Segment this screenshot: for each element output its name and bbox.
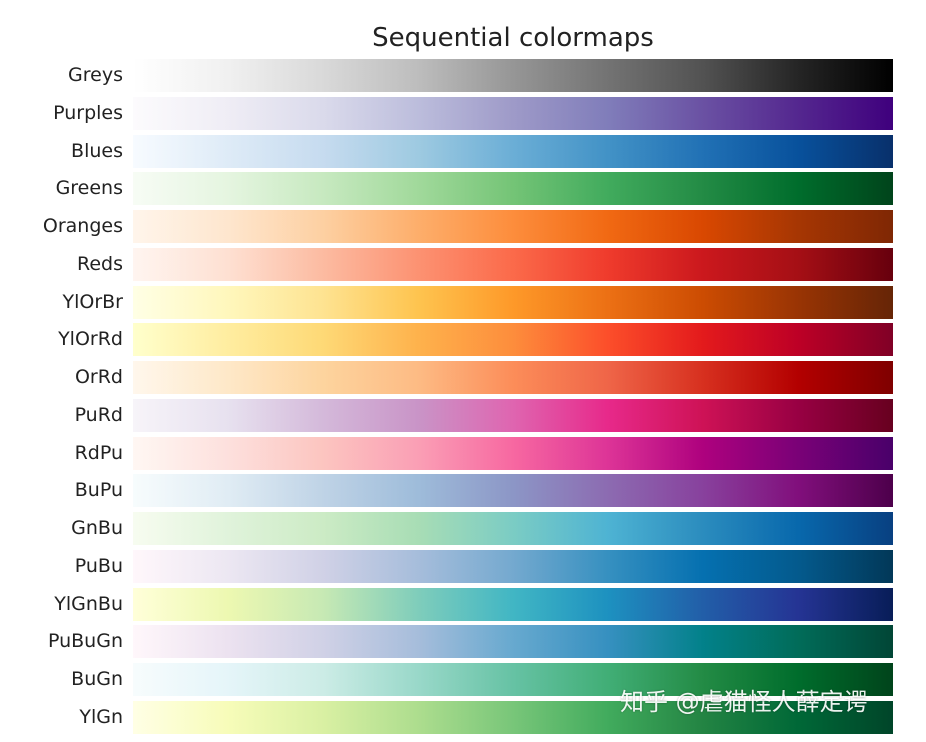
colormap-label: Greens [55, 177, 123, 200]
colormap-gradient-bar [133, 663, 893, 696]
colormap-row: PuBu [0, 549, 926, 583]
colormap-gradient-bar [133, 398, 893, 432]
colormap-label: YlOrBr [62, 290, 124, 313]
colormap-row: Reds [0, 247, 926, 281]
colormap-gradient-bar [133, 700, 893, 734]
colormap-row: YlGn [0, 700, 926, 734]
colormap-label: Reds [77, 252, 123, 275]
watermark: 知乎 @虐猫怪人薛定谔 [620, 688, 868, 716]
colormap-label: PuRd [74, 403, 123, 426]
colormap-gradient-bar [133, 549, 893, 583]
colormap-gradient-bar [133, 436, 893, 470]
colormap-row: YlOrBr [0, 285, 926, 319]
colormap-gradient-bar [133, 474, 893, 508]
colormap-row: PuBuGn [0, 625, 926, 659]
colormap-gradient-bar [133, 134, 893, 168]
colormap-gradient-bar [133, 172, 893, 206]
colormap-row: RdPu [0, 436, 926, 470]
colormap-row: Purples [0, 96, 926, 130]
chart-title: Sequential colormaps [372, 23, 654, 53]
colormap-gradient-bar [133, 285, 893, 319]
colormap-label: Oranges [42, 215, 123, 237]
colormap-label: RdPu [74, 441, 123, 464]
colormap-row: YlOrRd [0, 323, 926, 357]
colormap-label: YlOrRd [58, 328, 123, 351]
colormap-gradient-bar [133, 361, 893, 394]
colormap-row: Oranges [0, 210, 926, 243]
colormap-gradient-bar [133, 512, 893, 545]
colormap-row: OrRd [0, 361, 926, 394]
colormap-row: Greens [0, 172, 926, 206]
colormap-label: BuGn [71, 668, 123, 690]
colormap-row: Blues [0, 134, 926, 168]
colormap-gradient-bar [133, 96, 893, 130]
colormap-gradient-bar [133, 210, 893, 243]
colormap-label: YlGnBu [54, 592, 123, 615]
colormap-label: Purples [53, 101, 123, 124]
colormap-gradient-bar [133, 323, 893, 357]
colormap-row: BuPu [0, 474, 926, 508]
colormap-label: BuPu [74, 479, 123, 502]
colormap-label: PuBuGn [47, 630, 123, 653]
colormap-row: YlGnBu [0, 587, 926, 621]
colormap-row: BuGn [0, 663, 926, 696]
colormap-label: GnBu [71, 517, 123, 539]
colormap-label: Greys [68, 64, 123, 86]
colormap-row: GnBu [0, 512, 926, 545]
colormap-gradient-bar [133, 587, 893, 621]
colormap-gradient-bar [133, 625, 893, 659]
colormap-label: Blues [71, 139, 123, 162]
colormap-gradient-bar [133, 59, 893, 92]
colormap-gradient-bar [133, 247, 893, 281]
colormap-label: OrRd [74, 366, 123, 388]
colormap-label: PuBu [74, 554, 123, 577]
colormap-label: YlGn [79, 705, 123, 728]
colormap-row: PuRd [0, 398, 926, 432]
colormap-row: Greys [0, 59, 926, 92]
